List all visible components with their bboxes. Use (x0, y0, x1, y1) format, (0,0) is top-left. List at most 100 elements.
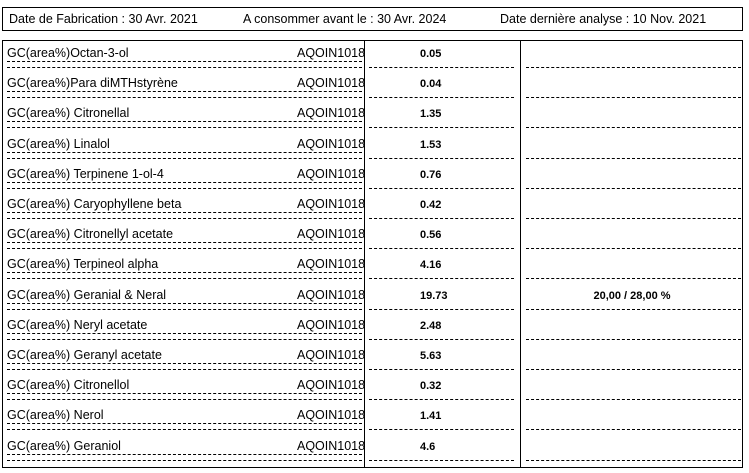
row-separator (369, 459, 514, 461)
component-name: GC(area%) Citronellol (7, 378, 130, 393)
dates-header: Date de Fabrication : 30 Avr. 2021 A con… (2, 7, 743, 31)
row-separator (7, 278, 362, 280)
row-separator (7, 393, 362, 395)
component-name: GC(area%) Neryl acetate (7, 317, 148, 332)
row-separator (7, 429, 362, 431)
row-separator (7, 242, 362, 244)
table-row: GC(area%)Octan-3-ol AQOIN1018 0.05 (2, 41, 743, 71)
table-row: GC(area%) Terpineol alpha AQOIN1018 4.16 (2, 252, 743, 282)
method-code: AQOIN1018 (297, 408, 366, 423)
method-code: AQOIN1018 (297, 166, 366, 181)
table-row: GC(area%) Terpinene 1-ol-4 AQOIN1018 0.76 (2, 162, 743, 192)
row-separator (526, 97, 741, 99)
method-code: AQOIN1018 (297, 227, 366, 242)
row-separator (369, 248, 514, 250)
row-separator (526, 429, 741, 431)
result-value: 0.04 (420, 78, 442, 91)
row-separator (526, 127, 741, 129)
row-separator (526, 399, 741, 401)
row-separator (7, 121, 362, 123)
result-value: 19.73 (420, 289, 448, 302)
method-code: AQOIN1018 (297, 257, 366, 272)
method-code: AQOIN1018 (297, 438, 366, 453)
row-separator (7, 67, 362, 68)
column-divider-method (364, 40, 365, 468)
component-name: GC(area%)Octan-3-ol (7, 46, 129, 60)
component-name: GC(area%) Terpinene 1-ol-4 (7, 166, 164, 181)
row-separator (7, 181, 362, 183)
row-separator (526, 338, 741, 340)
component-name: GC(area%) Linalol (7, 136, 110, 151)
row-separator (7, 61, 362, 62)
manufacture-date: Date de Fabrication : 30 Avr. 2021 (9, 12, 198, 26)
row-separator (7, 453, 362, 455)
component-name: GC(area%) Geranial & Neral (7, 287, 167, 302)
result-value: 1.41 (420, 410, 442, 423)
last-analysis-date: Date dernière analyse : 10 Nov. 2021 (500, 12, 707, 26)
row-separator (7, 91, 362, 93)
method-code: AQOIN1018 (297, 106, 366, 121)
column-divider-spec (520, 40, 521, 468)
row-separator (369, 338, 514, 340)
row-separator (369, 308, 514, 310)
component-name: GC(area%) Caryophyllene beta (7, 197, 182, 211)
row-separator (369, 278, 514, 280)
method-code: AQOIN1018 (297, 136, 366, 151)
result-value: 0.42 (420, 199, 442, 211)
row-separator (526, 248, 741, 250)
row-separator (7, 218, 362, 219)
row-separator (7, 97, 362, 99)
component-name: GC(area%) Citronellal (7, 106, 130, 121)
component-name: GC(area%) Geranyl acetate (7, 348, 162, 362)
result-value: 4.16 (420, 259, 442, 272)
analysis-table (2, 40, 743, 468)
component-name: GC(area%)Para diMTHstyrène (7, 76, 178, 91)
table-row: GC(area%)Para diMTHstyrène AQOIN1018 0.04 (2, 71, 743, 101)
row-separator (7, 151, 362, 153)
method-code: AQOIN1018 (297, 76, 366, 91)
best-before-date: A consommer avant le : 30 Avr. 2024 (243, 12, 447, 26)
row-separator (369, 399, 514, 401)
row-separator (7, 248, 362, 250)
method-code: AQOIN1018 (297, 287, 366, 302)
row-separator (369, 67, 514, 68)
row-separator (526, 187, 741, 189)
table-row: GC(area%) Citronellyl acetate AQOIN1018 0.… (2, 222, 743, 252)
row-separator (526, 67, 741, 68)
table-row: GC(area%) Citronellol AQOIN1018 0.32 (2, 373, 743, 403)
row-separator (7, 212, 362, 213)
row-separator (7, 363, 362, 364)
row-separator (369, 429, 514, 431)
row-separator (7, 308, 362, 310)
row-separator (7, 332, 362, 334)
method-code: AQOIN1018 (297, 46, 366, 60)
table-row: GC(area%) Nerol AQOIN1018 1.41 (2, 403, 743, 433)
component-name: GC(area%) Terpineol alpha (7, 257, 159, 272)
table-row: GC(area%) Citronellal AQOIN1018 1.35 (2, 101, 743, 131)
row-separator (526, 278, 741, 280)
table-row: GC(area%) Linalol AQOIN1018 1.53 (2, 132, 743, 162)
result-value: 2.48 (420, 319, 442, 332)
row-separator (7, 272, 362, 274)
row-separator (369, 218, 514, 219)
result-value: 1.35 (420, 108, 442, 121)
result-value: 0.32 (420, 380, 442, 393)
row-separator (7, 302, 362, 304)
row-separator (7, 459, 362, 461)
table-row: GC(area%) Caryophyllene beta AQOIN1018 0.4… (2, 192, 743, 222)
result-value: 4.6 (420, 440, 436, 453)
component-name: GC(area%) Geraniol (7, 438, 121, 453)
row-separator (369, 187, 514, 189)
table-row: GC(area%) Geranial & Neral AQOIN1018 19.73… (2, 283, 743, 313)
row-separator (7, 399, 362, 401)
row-separator (526, 308, 741, 310)
row-separator (7, 127, 362, 129)
method-code: AQOIN1018 (297, 197, 366, 211)
table-row: GC(area%) Geranyl acetate AQOIN1018 5.63 (2, 343, 743, 373)
row-separator (526, 369, 741, 370)
result-value: 0.76 (420, 168, 442, 181)
row-separator (7, 369, 362, 370)
method-code: AQOIN1018 (297, 378, 366, 393)
row-separator (526, 218, 741, 219)
row-separator (369, 157, 514, 159)
